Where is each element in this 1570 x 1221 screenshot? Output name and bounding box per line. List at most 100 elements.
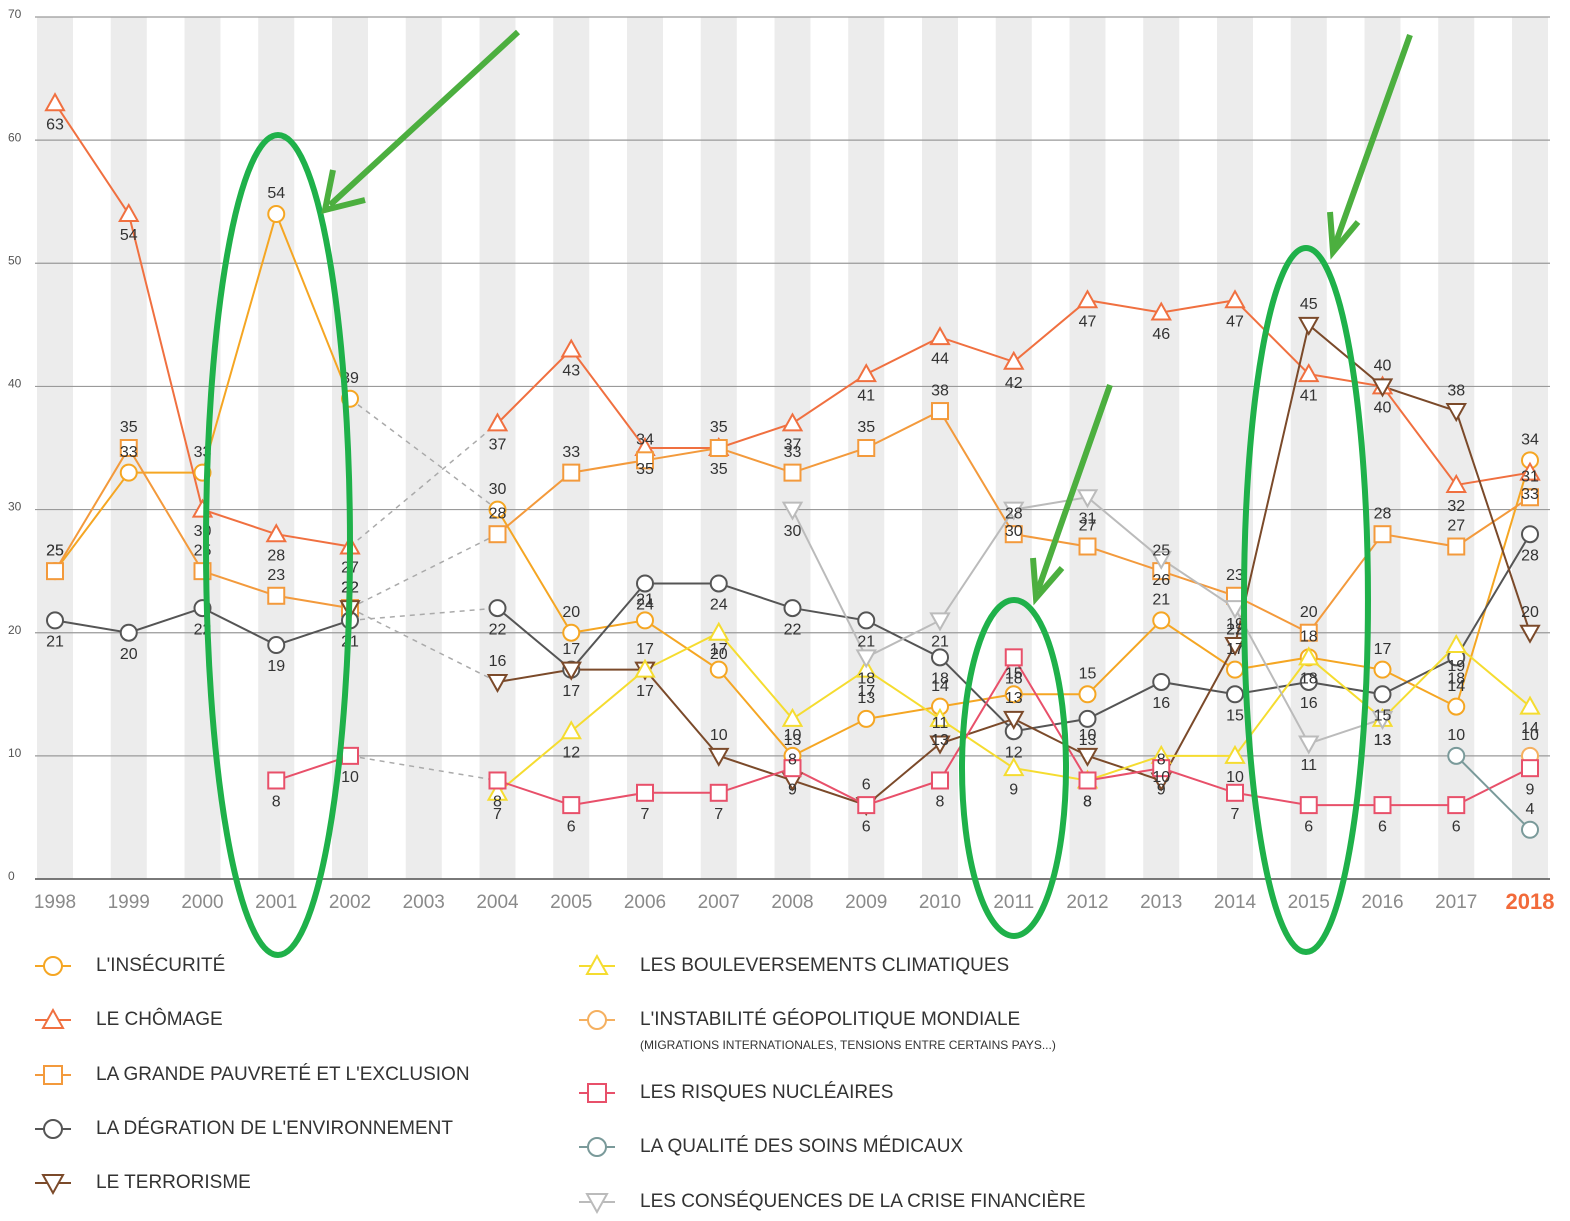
point — [488, 500, 507, 519]
point — [44, 92, 66, 112]
data-label: 21 — [636, 592, 654, 609]
point — [1521, 525, 1539, 544]
data-label: 8 — [788, 752, 797, 769]
x-tick-label: 2006 — [624, 892, 666, 913]
point — [1445, 403, 1467, 423]
gap-connector — [349, 607, 498, 622]
point — [1226, 783, 1244, 802]
data-label: 35 — [710, 419, 728, 436]
data-label: 26 — [1152, 572, 1170, 589]
x-tick-label: 2011 — [993, 892, 1034, 913]
legend-label: LE CHÔMAGE — [96, 1008, 223, 1030]
data-label: 18 — [931, 671, 949, 688]
point — [488, 525, 507, 544]
point — [1078, 685, 1097, 704]
point — [781, 707, 804, 727]
data-label: 17 — [636, 641, 654, 658]
x-tick-label: 2017 — [1435, 892, 1477, 913]
x-tick-label: 2015 — [1288, 892, 1330, 913]
point — [1445, 473, 1467, 493]
point — [46, 562, 64, 581]
point — [1299, 623, 1318, 642]
point — [636, 783, 654, 802]
point — [1298, 646, 1320, 666]
point — [119, 463, 138, 482]
point — [855, 658, 877, 678]
data-label: 33 — [1521, 486, 1539, 503]
legend-label: L'INSTABILITÉ GÉOPOLITIQUE MONDIALE — [640, 1009, 1020, 1030]
x-tick-label: 2004 — [476, 892, 519, 913]
data-label: 13 — [931, 732, 949, 749]
data-label: 37 — [784, 437, 802, 454]
point — [46, 611, 64, 630]
data-label: 19 — [267, 658, 285, 675]
column-band — [1364, 17, 1401, 879]
data-label: 19 — [1447, 658, 1465, 675]
point — [1152, 759, 1171, 778]
data-label: 8 — [272, 794, 281, 811]
data-label: 7 — [1231, 806, 1240, 823]
data-label: 7 — [714, 806, 723, 823]
point — [1003, 757, 1025, 777]
data-label: 16 — [489, 653, 507, 670]
point — [265, 523, 287, 543]
point — [1004, 525, 1023, 544]
point — [267, 636, 286, 655]
column-band — [774, 17, 811, 879]
legend-label: LE TERRORISME — [96, 1172, 251, 1193]
data-label: 9 — [1157, 781, 1166, 798]
data-label: 63 — [46, 116, 64, 133]
point — [1519, 461, 1541, 481]
point — [1298, 735, 1320, 755]
point — [488, 771, 507, 790]
data-label: 38 — [1447, 382, 1465, 399]
highlight-ellipse — [203, 132, 353, 958]
data-label: 54 — [267, 185, 285, 202]
data-label: 10 — [341, 769, 359, 786]
gap-connector — [349, 607, 498, 683]
legend-label: LA GRANDE PAUVRETÉ ET L'EXCLUSION — [96, 1064, 470, 1085]
x-tick-label: 2007 — [698, 892, 740, 913]
highlight-ellipse — [1241, 245, 1371, 955]
data-label: 21 — [857, 634, 875, 651]
data-label: 8 — [936, 794, 945, 811]
data-label: 21 — [931, 634, 949, 651]
data-label: 22 — [784, 621, 802, 638]
point — [1004, 648, 1023, 667]
legend-label: L'INSÉCURITÉ — [96, 955, 225, 976]
arrow — [1332, 33, 1413, 247]
data-label: 22 — [489, 621, 507, 638]
data-label: 40 — [1374, 358, 1392, 375]
data-label: 30 — [489, 481, 507, 498]
data-label: 13 — [1005, 690, 1023, 707]
data-label: 18 — [1300, 671, 1318, 688]
data-label: 13 — [857, 690, 875, 707]
x-tick-label: 2012 — [1066, 892, 1108, 913]
data-label: 15 — [1374, 708, 1392, 725]
point — [857, 796, 876, 815]
data-label: 34 — [1521, 432, 1539, 449]
point — [1445, 633, 1467, 654]
data-label: 30 — [784, 523, 802, 540]
x-tick-label: 2008 — [771, 892, 813, 913]
point — [634, 658, 656, 678]
x-tick-label: 2002 — [329, 892, 371, 913]
x-tick-label: 2016 — [1361, 892, 1403, 913]
arrow-head — [1030, 557, 1065, 606]
point — [855, 649, 877, 669]
x-tick-label: 2001 — [255, 892, 297, 913]
point — [1003, 501, 1025, 521]
data-label: 15 — [1005, 666, 1023, 683]
data-label: 18 — [1447, 671, 1465, 688]
point — [931, 771, 949, 790]
data-label: 15 — [1226, 708, 1244, 725]
legend-marker — [587, 1083, 607, 1103]
data-label: 11 — [1300, 757, 1317, 774]
data-label: 10 — [1447, 727, 1465, 744]
data-label: 42 — [1005, 375, 1023, 392]
point — [1519, 624, 1541, 644]
point — [560, 661, 582, 681]
x-tick-label: 1998 — [34, 892, 76, 913]
point — [1150, 550, 1172, 570]
